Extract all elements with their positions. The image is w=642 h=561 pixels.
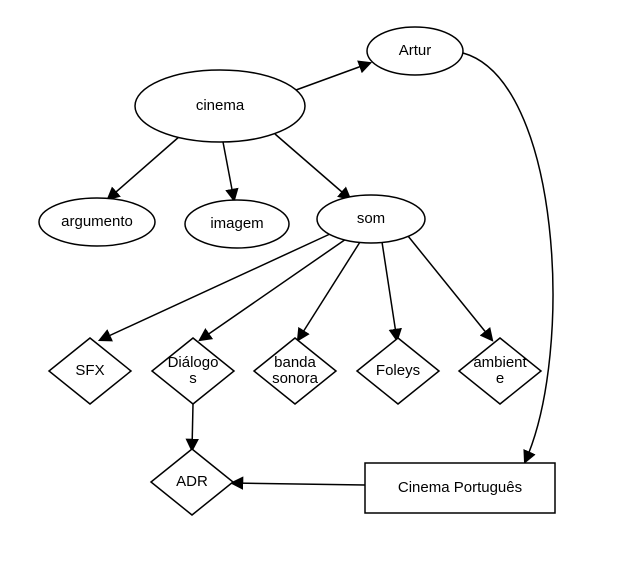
node-label-artur: Artur — [399, 42, 432, 59]
node-dialogos: Diálogos — [152, 338, 234, 404]
edge-dialogos-adr — [192, 404, 193, 450]
node-adr: ADR — [151, 449, 233, 515]
node-label-foleys: Foleys — [376, 362, 420, 379]
node-label-cinema: cinema — [196, 97, 245, 114]
node-banda: bandasonora — [254, 338, 336, 404]
node-som: som — [317, 195, 425, 243]
edge-som-ambiente — [408, 236, 492, 340]
nodes-layer: Artur cinema argumento imagem som SFX Diálogos… — [39, 27, 555, 515]
edge-cinema-som — [275, 134, 350, 199]
edge-som-foleys — [382, 242, 397, 340]
node-sfx: SFX — [49, 338, 131, 404]
node-label-adr: ADR — [176, 473, 208, 490]
edge-som-dialogos — [200, 239, 346, 340]
node-label-sfx: SFX — [75, 362, 104, 379]
node-label-som: som — [357, 210, 385, 227]
node-label-banda: bandasonora — [272, 354, 319, 387]
edge-cinema-argumento — [108, 136, 180, 199]
node-cinema: cinema — [135, 70, 305, 142]
node-label-argumento: argumento — [61, 213, 133, 230]
node-label-imagem: imagem — [210, 215, 263, 232]
node-argumento: argumento — [39, 198, 155, 246]
node-ambiente: ambiente — [459, 338, 541, 404]
edge-som-sfx — [100, 234, 330, 340]
edge-cinema-imagem — [223, 142, 234, 200]
edge-artur-cinema_pt — [463, 53, 553, 462]
edge-som-banda — [298, 242, 360, 340]
node-cinema_pt: Cinema Português — [365, 463, 555, 513]
node-foleys: Foleys — [357, 338, 439, 404]
node-artur: Artur — [367, 27, 463, 75]
edge-cinema_pt-adr — [232, 483, 365, 485]
edge-cinema-artur — [296, 63, 370, 90]
node-imagem: imagem — [185, 200, 289, 248]
node-label-cinema_pt: Cinema Português — [398, 479, 522, 496]
